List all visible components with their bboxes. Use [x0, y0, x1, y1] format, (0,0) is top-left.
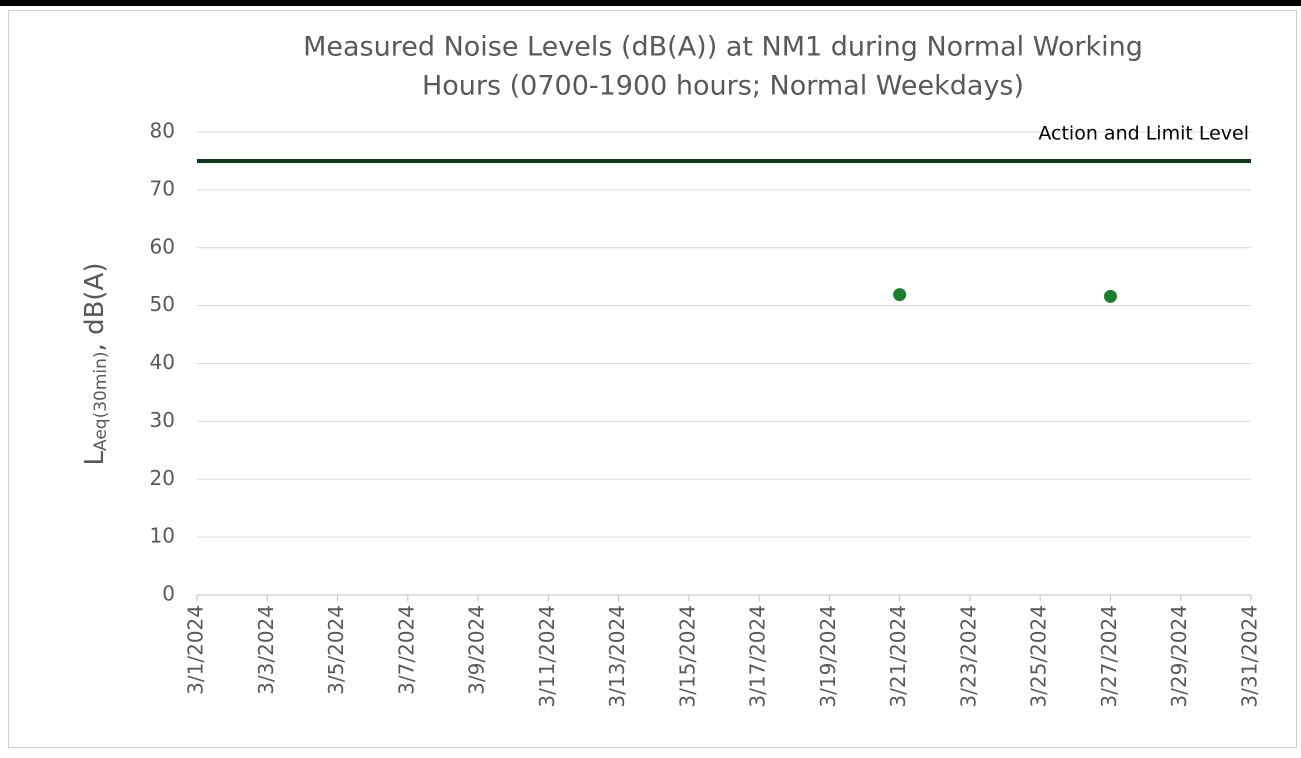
chart-frame [8, 10, 1297, 748]
x-tick-label: 3/23/2024 [956, 605, 980, 708]
x-tick-label: 3/29/2024 [1167, 605, 1191, 708]
y-label-rest: , dB(A) [80, 263, 110, 352]
y-tick-label: 20 [150, 466, 175, 490]
x-tick-label: 3/13/2024 [605, 605, 629, 708]
x-tick-label: 3/25/2024 [1027, 605, 1051, 708]
x-tick-label: 3/5/2024 [324, 605, 348, 695]
x-tick-label: 3/21/2024 [886, 605, 910, 708]
y-label-sub: Aeq(30min) [91, 351, 111, 451]
x-tick-label: 3/3/2024 [254, 605, 278, 695]
y-tick-label: 50 [150, 292, 175, 316]
y-tick-label: 80 [150, 119, 175, 143]
y-tick-label: 30 [150, 408, 175, 432]
x-tick-label: 3/11/2024 [535, 605, 559, 708]
chart-title: Hours (0700-1900 hours; Normal Weekdays) [422, 71, 1024, 102]
y-tick-label: 10 [150, 524, 175, 548]
point [1103, 289, 1117, 303]
x-tick-label: 3/17/2024 [746, 605, 770, 708]
x-tick-label: 3/9/2024 [465, 605, 489, 695]
x-tick-label: 3/1/2024 [184, 605, 208, 695]
y-tick-label: 0 [162, 582, 175, 606]
x-tick-label: 3/7/2024 [394, 605, 418, 695]
x-tick-label: 3/31/2024 [1238, 605, 1262, 708]
limit-label: Action and Limit Level [1038, 122, 1249, 144]
chart-title: Measured Noise Levels (dB(A)) at NM1 dur… [303, 32, 1143, 63]
x-tick-label: 3/19/2024 [816, 605, 840, 708]
x-tick-label: 3/27/2024 [1097, 605, 1121, 708]
point [893, 288, 907, 302]
y-tick-label: 40 [150, 350, 175, 374]
x-tick-label: 3/15/2024 [675, 605, 699, 708]
y-tick-label: 60 [150, 234, 175, 258]
y-axis-label: LAeq(30min), dB(A) [80, 263, 112, 466]
y-label-main: L [80, 451, 110, 466]
top-border [0, 0, 1301, 6]
y-tick-label: 70 [150, 176, 175, 200]
